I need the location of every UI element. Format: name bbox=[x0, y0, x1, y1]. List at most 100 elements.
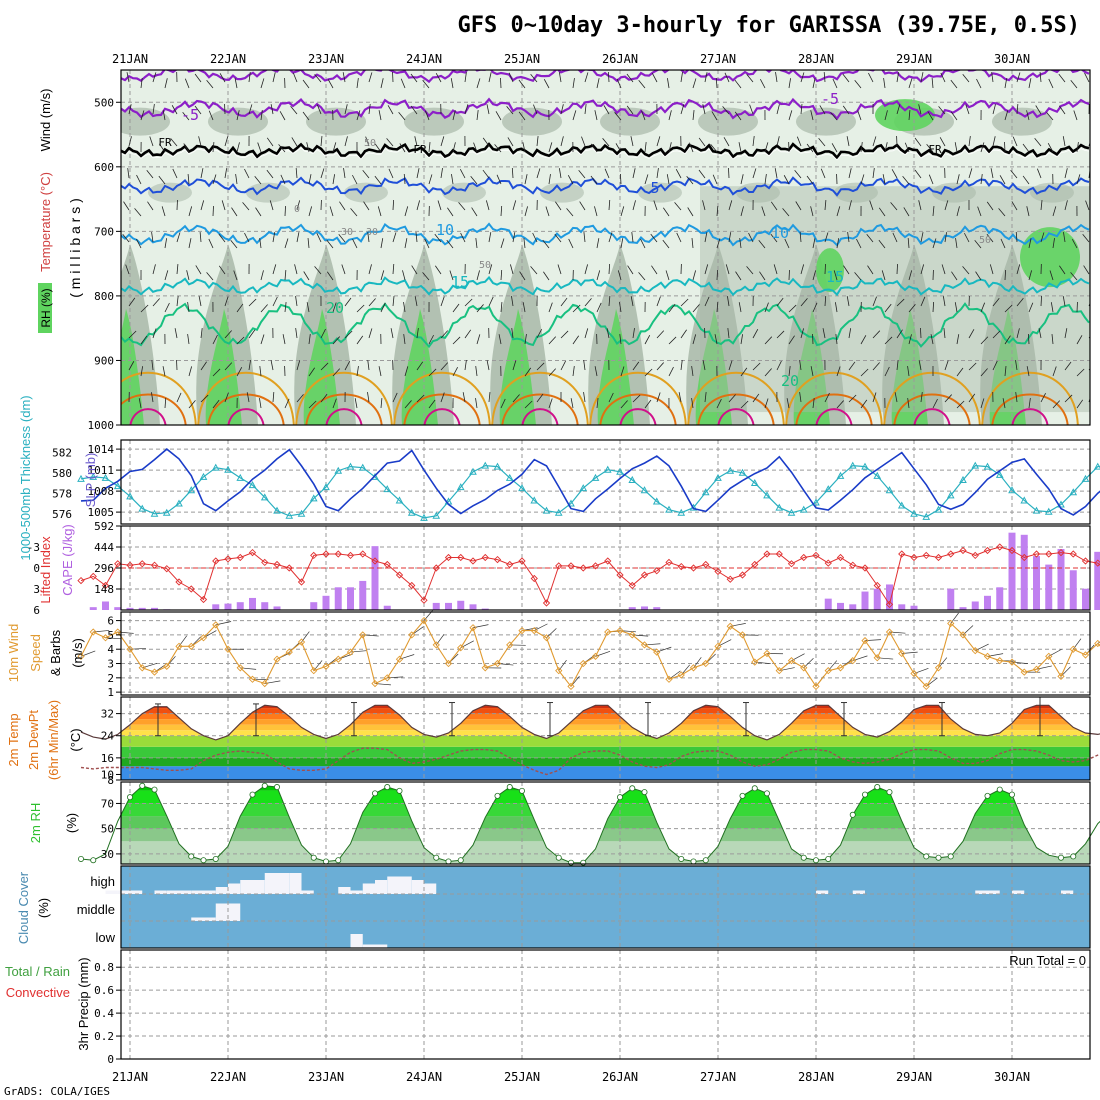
wind-barb bbox=[316, 104, 322, 115]
wind-barb bbox=[542, 239, 550, 249]
thickness-point bbox=[1008, 486, 1016, 494]
wind10-point bbox=[150, 668, 159, 676]
wind-barb bbox=[620, 173, 622, 185]
wind-barb bbox=[567, 175, 574, 185]
wind10-point bbox=[604, 628, 612, 636]
wind-barb bbox=[230, 239, 238, 249]
li-point bbox=[150, 561, 159, 569]
cloud-bar bbox=[411, 880, 424, 894]
wind-barb bbox=[1084, 72, 1090, 83]
wind-barb bbox=[511, 328, 514, 339]
wind-barb bbox=[416, 328, 419, 339]
wind-barb bbox=[368, 328, 373, 339]
wind-barb bbox=[440, 362, 449, 371]
wind-barb bbox=[812, 238, 816, 249]
wind-barb bbox=[188, 366, 193, 377]
thickness-point bbox=[383, 485, 392, 493]
rh-point bbox=[825, 855, 832, 862]
cape-bar bbox=[138, 607, 146, 610]
date-label: 22JAN bbox=[210, 52, 246, 66]
isotherm-arch bbox=[589, 371, 687, 425]
rh-contour-label: 50 bbox=[364, 138, 376, 149]
wind-barb bbox=[614, 112, 622, 121]
cloud-bar bbox=[240, 880, 253, 894]
isotherm-5 bbox=[121, 176, 1090, 197]
wind-barb bbox=[896, 263, 898, 275]
wind-barb bbox=[314, 266, 322, 275]
wind10-point bbox=[1081, 651, 1090, 659]
wind-barb bbox=[926, 144, 934, 153]
top-date-axis: 21JAN 22JAN 23JAN 24JAN 25JAN 26JAN 27JAN 28JAN… bbox=[112, 52, 1030, 66]
cloud-bar bbox=[117, 890, 130, 894]
wind-barb bbox=[627, 265, 634, 275]
wind-barb bbox=[680, 72, 683, 83]
cape-bar bbox=[886, 584, 893, 610]
wind-barb bbox=[1076, 335, 1083, 345]
thickness-point bbox=[199, 472, 208, 480]
wind-barb bbox=[294, 264, 298, 275]
wind-barb bbox=[536, 136, 539, 147]
wind-barb bbox=[579, 201, 586, 211]
thickness-tick-label: 582 bbox=[52, 446, 72, 459]
li-point bbox=[346, 551, 355, 560]
wind-barb bbox=[907, 366, 910, 377]
wind-barb bbox=[738, 142, 742, 153]
wind-barb bbox=[530, 74, 538, 83]
wind-barb bbox=[806, 175, 814, 185]
wind10-point bbox=[432, 641, 440, 649]
y-tick-label: 6 bbox=[107, 615, 114, 628]
wind-barb bbox=[619, 302, 622, 313]
thickness-point bbox=[395, 496, 404, 504]
wind-barb bbox=[459, 168, 466, 179]
wind-barbs bbox=[122, 71, 1090, 409]
li-point bbox=[934, 553, 943, 562]
wind-barb bbox=[728, 232, 732, 243]
wind-barb bbox=[224, 168, 228, 179]
y-tick-label: 1 bbox=[107, 686, 114, 699]
li-point bbox=[212, 557, 220, 565]
rh-point bbox=[702, 857, 709, 864]
wind-barb bbox=[928, 174, 934, 185]
rh-point bbox=[335, 857, 342, 864]
cape-bar bbox=[445, 602, 452, 610]
wind-barb bbox=[594, 110, 598, 121]
wind-barb bbox=[800, 328, 804, 339]
wind-barb bbox=[590, 175, 598, 185]
cloud-bar bbox=[215, 887, 228, 894]
wind-barb bbox=[507, 137, 514, 147]
wind-barb bbox=[608, 232, 613, 243]
li-point bbox=[175, 578, 183, 586]
li-point bbox=[530, 574, 538, 583]
wind-barb bbox=[680, 104, 685, 115]
li-point bbox=[273, 560, 281, 569]
wind-barb bbox=[282, 334, 286, 345]
wind-barb bbox=[440, 168, 443, 179]
thickness-point bbox=[922, 512, 931, 520]
wind-barb bbox=[434, 233, 442, 243]
wind-barb bbox=[1076, 399, 1084, 409]
wind-barb bbox=[896, 298, 905, 307]
wind-barb bbox=[788, 335, 795, 345]
thickness-point bbox=[787, 508, 796, 516]
cape-bar bbox=[481, 608, 489, 610]
wind-barb bbox=[920, 72, 924, 83]
panel-precip: 0 0.2 0.4 0.6 0.8 Run Total = 0 Total / Rain Co… bbox=[5, 949, 1091, 1066]
wind-barb bbox=[308, 400, 317, 409]
wind-barb bbox=[352, 238, 358, 249]
cape-bar bbox=[837, 602, 844, 610]
rh-point bbox=[249, 791, 256, 798]
li-axis-label: Lifted Index bbox=[38, 536, 53, 604]
li-point bbox=[261, 558, 269, 567]
wind-barb bbox=[739, 238, 742, 249]
wind-barb bbox=[818, 138, 826, 147]
li-point bbox=[236, 553, 244, 562]
y-tick-label: 0.2 bbox=[94, 1030, 114, 1043]
li-point bbox=[922, 551, 930, 560]
wind-barb bbox=[440, 296, 445, 307]
thickness-point bbox=[1081, 474, 1090, 482]
date-label: 21JAN bbox=[112, 1070, 148, 1084]
wind-barb bbox=[260, 334, 265, 345]
wind-barb bbox=[404, 238, 408, 249]
li-point bbox=[812, 551, 820, 560]
wind-barb bbox=[554, 233, 562, 243]
